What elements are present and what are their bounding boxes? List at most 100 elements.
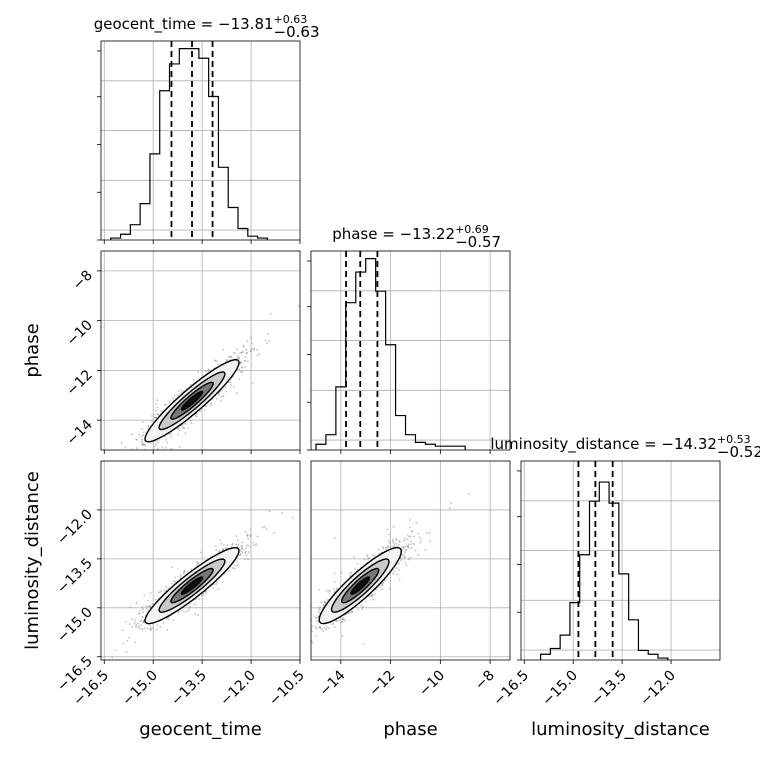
scatter-point <box>250 336 253 339</box>
scatter-point <box>241 366 244 369</box>
scatter-point <box>157 413 159 415</box>
scatter-point <box>350 571 353 574</box>
scatter-point <box>126 639 129 642</box>
scatter-point <box>236 539 239 542</box>
scatter-point <box>189 383 192 386</box>
scatter-point <box>178 446 181 449</box>
x-tick-label: −15.0 <box>539 668 581 710</box>
scatter-point <box>242 344 245 347</box>
scatter-point <box>244 356 247 359</box>
scatter-point <box>203 409 206 412</box>
scatter-point <box>239 553 242 556</box>
scatter-point <box>182 427 184 429</box>
scatter-point <box>134 457 136 459</box>
scatter-point <box>320 601 323 603</box>
scatter-point <box>240 544 243 547</box>
scatter-point <box>314 625 317 628</box>
scatter-point <box>319 606 321 609</box>
scatter-point <box>149 592 152 595</box>
scatter-point <box>370 595 373 597</box>
scatter-point <box>122 629 124 632</box>
scatter-point <box>141 616 144 618</box>
scatter-point <box>150 628 152 631</box>
scatter-point <box>153 445 156 448</box>
scatter-point <box>164 435 167 438</box>
scatter-point <box>228 356 231 358</box>
scatter-point <box>360 604 363 607</box>
scatter-point <box>331 623 334 626</box>
scatter-point <box>428 532 431 535</box>
scatter-point <box>253 347 256 350</box>
scatter-point <box>365 600 368 603</box>
scatter-point <box>413 543 415 546</box>
scatter-point <box>196 561 199 564</box>
scatter-point <box>151 603 154 606</box>
scatter-point <box>134 625 137 628</box>
scatter-point <box>173 395 176 397</box>
scatter-point <box>116 467 118 469</box>
scatter-point <box>140 435 143 438</box>
scatter-point <box>341 620 343 623</box>
scatter-point <box>342 618 345 621</box>
scatter-point <box>387 540 390 542</box>
scatter-point <box>325 626 328 629</box>
scatter-point <box>396 573 399 576</box>
scatter-point <box>218 549 221 552</box>
scatter-point <box>144 605 147 607</box>
scatter-point <box>225 546 227 549</box>
scatter-point <box>169 433 172 435</box>
y-tick-label: −10 <box>64 317 96 349</box>
scatter-point <box>237 543 240 546</box>
scatter-point <box>401 549 404 552</box>
scatter-point <box>180 389 182 392</box>
scatter-point <box>207 369 210 372</box>
scatter-point <box>184 432 187 434</box>
scatter-point <box>91 498 93 500</box>
scatter-point <box>256 535 259 538</box>
scatter-point <box>318 626 320 629</box>
panel-luminosity_distance-vs-phase <box>310 460 511 661</box>
scatter-point <box>241 371 244 373</box>
y-axis-label-luminosity_distance: luminosity_distance <box>22 471 43 650</box>
scatter-point <box>343 618 345 621</box>
scatter-point <box>263 525 266 528</box>
scatter-point <box>125 651 128 654</box>
scatter-point <box>393 569 396 572</box>
scatter-point <box>177 394 179 396</box>
scatter-point <box>122 642 125 645</box>
scatter-point <box>236 357 239 360</box>
scatter-point <box>179 576 181 578</box>
scatter-point <box>217 363 219 366</box>
scatter-point <box>409 526 411 529</box>
scatter-point <box>371 595 374 598</box>
scatter-point <box>320 628 323 631</box>
scatter-point <box>344 619 347 622</box>
scatter-point <box>207 368 210 370</box>
scatter-point <box>400 556 403 559</box>
scatter-point <box>381 583 384 586</box>
scatter-point <box>350 610 353 613</box>
scatter-point <box>387 545 390 548</box>
scatter-point <box>245 349 248 351</box>
scatter-point <box>151 627 154 629</box>
scatter-point <box>161 446 164 449</box>
scatter-point <box>297 304 300 307</box>
scatter-point <box>324 601 327 603</box>
scatter-point <box>246 534 249 537</box>
scatter-point <box>384 579 386 582</box>
scatter-point <box>128 606 131 609</box>
scatter-point <box>141 628 144 631</box>
scatter-point <box>400 559 403 562</box>
scatter-point <box>114 468 116 470</box>
scatter-point <box>392 572 395 575</box>
scatter-point <box>322 630 325 633</box>
scatter-point <box>366 555 369 558</box>
scatter-point <box>179 573 182 576</box>
scatter-point <box>149 628 152 631</box>
scatter-point <box>240 351 243 354</box>
scatter-point <box>177 433 180 436</box>
scatter-point <box>221 548 224 551</box>
scatter-point <box>202 593 205 596</box>
x-tick-label: −10.5 <box>266 668 308 710</box>
scatter-point <box>361 605 364 608</box>
